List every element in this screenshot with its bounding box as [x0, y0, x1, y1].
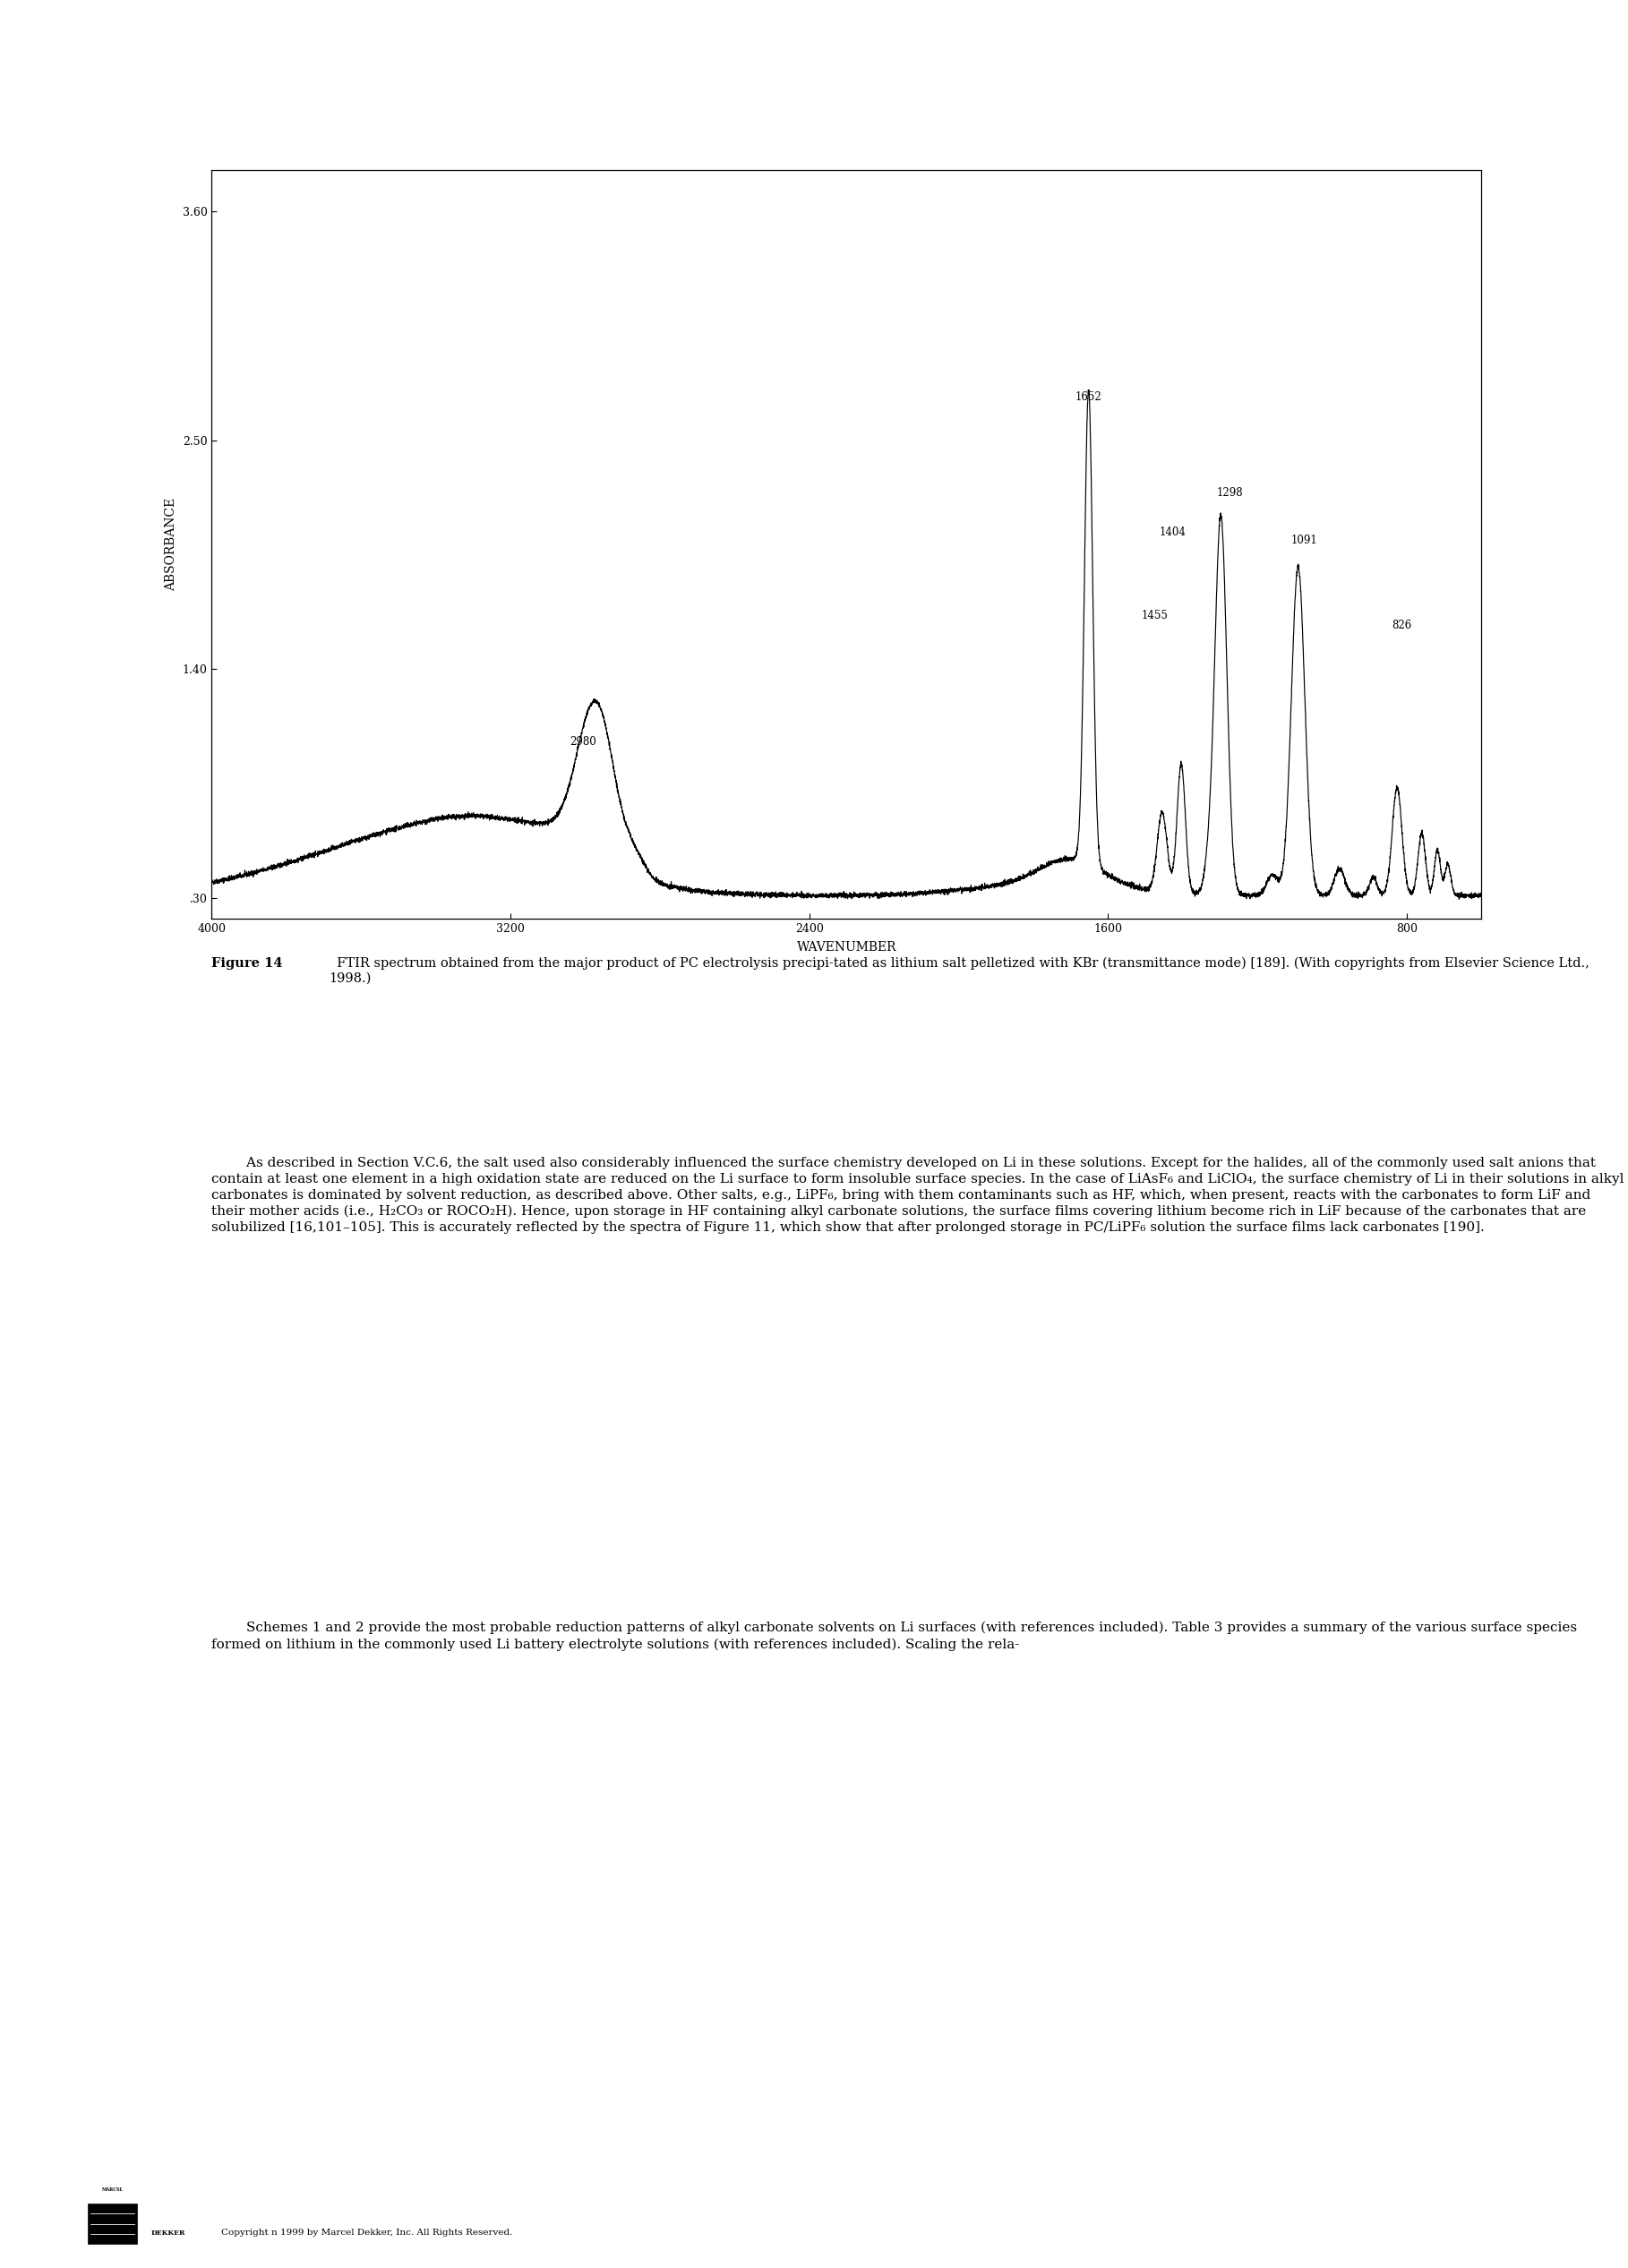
Text: 1404: 1404 [1159, 526, 1187, 538]
Y-axis label: ABSORBANCE: ABSORBANCE [164, 497, 177, 592]
Text: Schemes 1 and 2 provide the most probable reduction patterns of alkyl carbonate : Schemes 1 and 2 provide the most probabl… [212, 1622, 1578, 1651]
Text: Copyright n 1999 by Marcel Dekker, Inc. All Rights Reserved.: Copyright n 1999 by Marcel Dekker, Inc. … [221, 2229, 513, 2236]
Text: 2980: 2980 [570, 737, 596, 748]
Text: 1091: 1091 [1291, 535, 1317, 547]
Bar [88, 2204, 137, 2245]
Text: MARCSL: MARCSL [101, 2189, 124, 2193]
Text: FTIR spectrum obtained from the major product of PC electrolysis precipi-tated a: FTIR spectrum obtained from the major pr… [329, 957, 1589, 984]
Text: 1652: 1652 [1074, 392, 1102, 404]
Text: DEKKER: DEKKER [151, 2229, 186, 2236]
Text: 1455: 1455 [1141, 610, 1167, 621]
Text: As described in Section V.C.6, the salt used also considerably influenced the su: As described in Section V.C.6, the salt … [212, 1157, 1625, 1234]
Text: 826: 826 [1392, 619, 1411, 631]
Text: Figure 14: Figure 14 [212, 957, 283, 971]
Text: 1298: 1298 [1216, 488, 1242, 499]
X-axis label: WAVENUMBER: WAVENUMBER [796, 941, 897, 953]
